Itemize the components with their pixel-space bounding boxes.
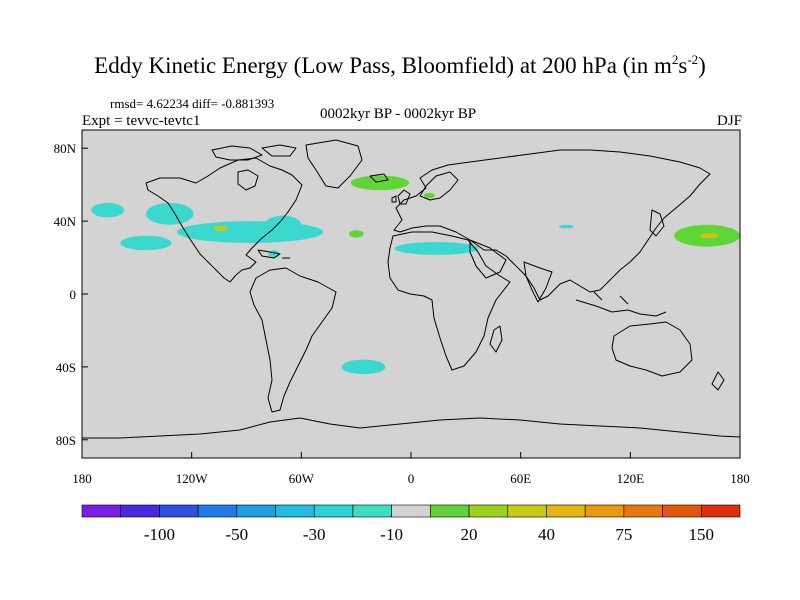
- colorbar-swatch: [623, 504, 663, 518]
- colorbar-swatch: [236, 504, 276, 518]
- title-sup-2: -2: [687, 52, 699, 67]
- season-label: DJF: [716, 113, 742, 129]
- y-tick-label: 80N: [54, 141, 77, 156]
- colorbar-swatch: [430, 504, 470, 518]
- colorbar-swatch: [662, 504, 702, 518]
- coast-north-america: [145, 157, 303, 283]
- anomaly-npac-mid: [145, 202, 194, 225]
- coast-australia: [611, 321, 693, 377]
- coast-scandinavia: [419, 171, 459, 201]
- colorbar-swatch: [546, 504, 586, 518]
- x-tick-label: 180: [72, 471, 92, 486]
- coast-britain: [391, 189, 411, 205]
- period-label: 0002kyr BP - 0002kyr BP: [320, 106, 477, 122]
- colorbar-swatch: [197, 504, 238, 518]
- anomaly-natl-north: [350, 175, 410, 191]
- x-tick-label: 0: [408, 471, 415, 486]
- coast-south-america: [249, 267, 337, 413]
- x-tick-label: 120E: [617, 471, 645, 486]
- colorbar-swatch: [81, 504, 122, 518]
- colorbar-swatch: [120, 504, 160, 518]
- anomaly-namerica-east: [264, 215, 302, 234]
- coastlines: [82, 139, 740, 439]
- colorbar-swatch: [159, 504, 199, 518]
- colorbar-label: 75: [615, 525, 632, 544]
- colorbar-label: 150: [689, 525, 715, 544]
- colorbar-swatch: [468, 504, 509, 518]
- coast-greenland: [305, 139, 363, 189]
- anomaly-saharan-band: [394, 242, 479, 255]
- colorbar-swatch: [275, 504, 315, 518]
- colorbar-label: -10: [380, 525, 403, 544]
- colorbar-label: -50: [225, 525, 248, 544]
- title-unit-s: s: [678, 53, 688, 78]
- anomaly-natl-south: [341, 359, 386, 375]
- anomaly-nwpac-core: [699, 232, 719, 239]
- x-tick-label: 60W: [289, 471, 315, 486]
- map-axes: 180 120W 60W 0 60E 120E 180 80N 40N 0 40S 80S: [54, 141, 750, 486]
- colorbar: -100 -50 -30 -10 20 40 75 150: [81, 504, 741, 544]
- colorbar-label: -100: [144, 525, 175, 544]
- rmsd-stats: rmsd= 4.62234 diff= -0.881393: [110, 96, 275, 111]
- x-tick-label: 180: [730, 471, 750, 486]
- colorbar-swatch: [391, 504, 431, 518]
- coast-eurasia: [393, 149, 711, 301]
- colorbar-swatch: [313, 504, 354, 518]
- anomaly-npac-west: [91, 202, 125, 218]
- coast-arabia: [469, 239, 507, 279]
- colorbar-label: 20: [461, 525, 478, 544]
- colorbar-swatch: [700, 504, 741, 518]
- title-end: ): [698, 53, 706, 78]
- y-tick-label: 40S: [56, 360, 76, 375]
- coast-antarctica: [82, 417, 740, 439]
- coast-japan: [649, 209, 665, 237]
- y-tick-label: 40N: [54, 214, 77, 229]
- colorbar-swatch: [352, 504, 392, 518]
- anomaly-npac-south: [120, 235, 172, 251]
- coast-hudson-bay: [237, 169, 259, 191]
- coast-india: [523, 261, 553, 303]
- x-tick-label: 60E: [510, 471, 531, 486]
- title-text: Eddy Kinetic Energy (Low Pass, Bloomfiel…: [94, 53, 672, 78]
- coast-iceland: [369, 173, 389, 183]
- coast-madagascar: [489, 325, 503, 353]
- plot-title: Eddy Kinetic Energy (Low Pass, Bloomfiel…: [0, 52, 800, 79]
- coast-new-zealand: [711, 371, 725, 391]
- colorbar-label: -30: [303, 525, 326, 544]
- experiment-label: Expt = tevvc-tevtc1: [82, 113, 201, 129]
- anomaly-scandinavia: [423, 192, 435, 199]
- colorbar-label: 40: [538, 525, 555, 544]
- anomaly-pac-core: [213, 225, 229, 232]
- colorbar-swatch: [584, 504, 625, 518]
- coast-arctic-isles: [211, 144, 297, 161]
- colorbar-swatch: [507, 504, 547, 518]
- anomaly-azores: [348, 230, 364, 238]
- y-tick-label: 0: [70, 287, 77, 302]
- title-sup-1: 2: [671, 52, 679, 67]
- y-tick-label: 80S: [56, 433, 76, 448]
- anomaly-namerica-band: [177, 221, 324, 243]
- coast-indonesia: [575, 291, 667, 317]
- coast-caribbean: [257, 249, 290, 259]
- x-tick-label: 120W: [176, 471, 209, 486]
- anomaly-indian-small: [559, 224, 574, 229]
